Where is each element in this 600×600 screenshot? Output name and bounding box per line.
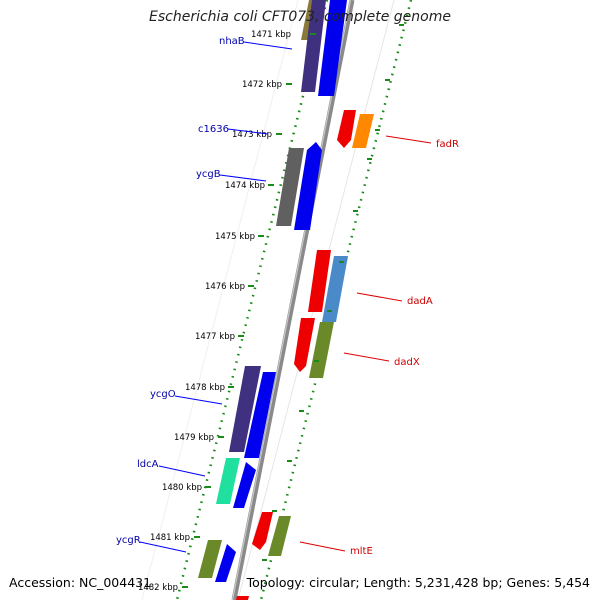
gene-label-dadA[interactable]: dadA [407,296,433,307]
gene-block-fadR[interactable] [352,114,374,148]
tick-label: 1479 kbp [174,433,214,443]
right-strand-genes [236,110,374,600]
gene-block[interactable] [233,462,256,508]
gene-block[interactable] [215,544,236,582]
gene-label-fadR[interactable]: fadR [436,139,459,150]
left-strand-genes [198,0,347,582]
tick-label: 1473 kbp [232,130,272,140]
gene-label-ycgB[interactable]: ycgB [196,169,221,180]
tick-label: 1471 kbp [251,30,291,40]
gene-block-ycgO[interactable] [229,366,261,452]
map-title: Escherichia coli CFT073, complete genome [149,9,451,25]
tick-label: 1474 kbp [225,181,265,191]
tick-label: 1478 kbp [185,383,225,393]
tick-label: 1480 kbp [162,483,202,493]
gene-block[interactable] [318,0,347,96]
gene-block[interactable] [309,322,334,378]
gene-block-ldcA[interactable] [216,458,240,504]
kbp-ticks: 1471 kbp 1472 kbp 1473 kbp 1474 kbp 1475… [138,30,316,593]
gene-block[interactable] [244,372,276,458]
gene-label-ldcA[interactable]: ldcA [137,459,159,470]
tick-label: 1477 kbp [195,332,235,342]
gene-label-c1636[interactable]: c1636 [198,124,229,135]
right-dashes [262,24,404,561]
gene-arrow [307,142,322,150]
gene-block-mltE[interactable] [252,512,273,550]
accession-text: Accession: NC_004431 [9,575,152,590]
gene-block-ycgR[interactable] [198,540,222,578]
gene-label-mltE[interactable]: mltE [350,546,373,557]
gene-block-ycgB[interactable] [276,148,304,226]
gene-block-nhaB[interactable] [301,0,326,92]
gene-labels: nhaB c1636 ycgB ycgO ldcA ycgR fadR dadA… [116,36,459,557]
tick-label: 1472 kbp [242,80,282,90]
track-edge [141,0,299,600]
gene-block-dadX[interactable] [294,318,315,372]
genome-summary-text: Topology: circular; Length: 5,231,428 bp… [246,575,590,590]
gene-block[interactable] [268,516,291,556]
gene-label-ycgR[interactable]: ycgR [116,535,141,546]
gene-block[interactable] [294,150,322,230]
tick-label: 1481 kbp [150,533,190,543]
tick-label: 1476 kbp [205,282,245,292]
tick-label: 1482 kbp [138,583,178,593]
genome-axis-highlight [231,0,352,600]
gene-label-nhaB[interactable]: nhaB [219,36,245,47]
genome-axis [231,0,355,600]
gene-label-ycgO[interactable]: ycgO [150,389,176,400]
gene-block[interactable] [337,110,356,148]
gene-label-dadX[interactable]: dadX [394,357,420,368]
tick-label: 1475 kbp [215,232,255,242]
gene-block[interactable] [322,256,348,322]
gene-block-dadA[interactable] [308,250,331,312]
gene-block [236,596,249,600]
